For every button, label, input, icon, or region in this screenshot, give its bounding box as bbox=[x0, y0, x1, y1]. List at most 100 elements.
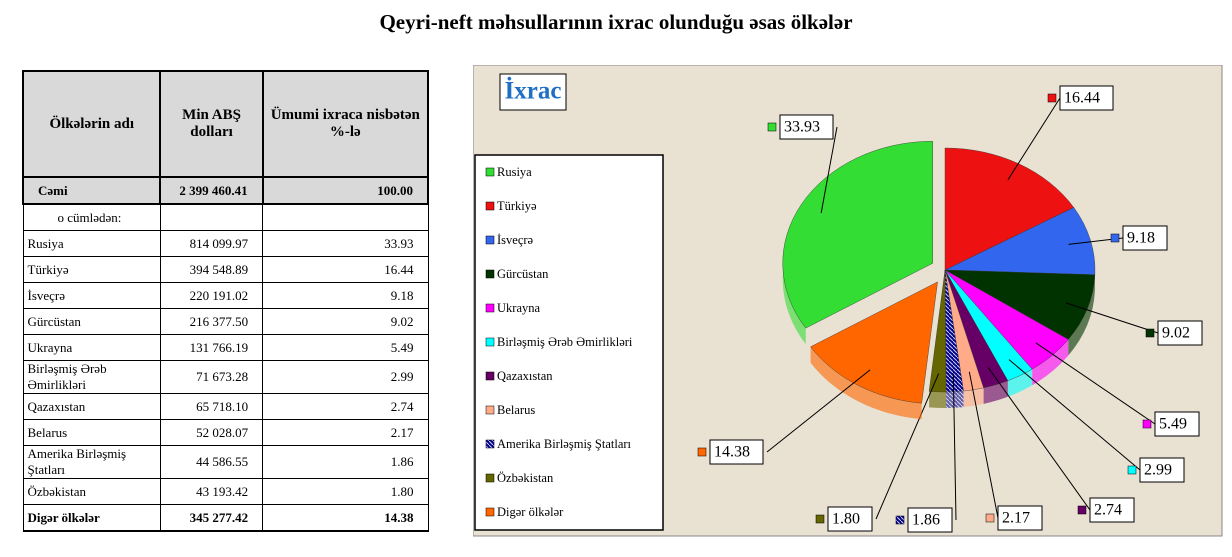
data-label: 9.18 bbox=[1127, 230, 1155, 247]
label-box bbox=[709, 439, 764, 465]
table-cell: 16.44 bbox=[262, 256, 429, 283]
table-header: Ölkələrin adı Min ABŞ dolları Ümumi ixraca… bbox=[21, 70, 430, 178]
slice-side bbox=[946, 391, 964, 408]
table-cell: 345 277.42 bbox=[159, 504, 264, 532]
legend bbox=[474, 154, 664, 531]
table-cell bbox=[262, 203, 429, 231]
pie-slice bbox=[782, 141, 933, 329]
pie-slice bbox=[928, 269, 947, 393]
table-cell: Özbəkistan bbox=[22, 478, 161, 505]
table-row: Belarus 52 028.07 2.17 bbox=[22, 419, 429, 446]
label-box bbox=[1139, 457, 1185, 483]
table-row: Türkiyə 394 548.89 16.44 bbox=[22, 256, 429, 283]
legend-label: Ukrayna bbox=[497, 301, 540, 315]
legend-label: Digər ölkələr bbox=[497, 505, 564, 519]
leader-line bbox=[820, 126, 838, 214]
table-cell: 65 718.10 bbox=[159, 393, 264, 420]
table-cell: 2 399 460.41 bbox=[159, 176, 264, 205]
leader-line bbox=[875, 373, 940, 520]
table-cell: Gürcüstan bbox=[22, 308, 161, 335]
leader-line bbox=[766, 369, 871, 453]
legend-label: Türkiyə bbox=[497, 199, 537, 213]
table-cell: 71 673.28 bbox=[159, 360, 264, 394]
table-cell: Birləşmiş Ərəb Əmirlikləri bbox=[22, 360, 161, 394]
legend-swatch bbox=[485, 201, 495, 211]
data-label: 14.38 bbox=[714, 444, 750, 461]
pie-slice bbox=[944, 269, 1096, 340]
label-swatch bbox=[1142, 419, 1152, 429]
table-cell: 2.74 bbox=[262, 393, 429, 420]
table-row: Birləşmiş Ərəb Əmirlikləri 71 673.28 2.99 bbox=[22, 360, 429, 394]
pie-slice bbox=[944, 147, 1075, 271]
label-box bbox=[1089, 497, 1135, 523]
table-cell bbox=[159, 203, 264, 231]
table-row: Özbəkistan 43 193.42 1.80 bbox=[22, 478, 429, 505]
label-box bbox=[907, 507, 953, 533]
table-cell: 44 586.55 bbox=[159, 445, 264, 479]
table-cell: Amerika Birləşmiş Ştatları bbox=[22, 445, 161, 479]
table-cell: 1.80 bbox=[262, 478, 429, 505]
leader-line bbox=[1035, 342, 1156, 425]
data-label: 33.93 bbox=[784, 119, 820, 136]
table-row: o cümlədən: bbox=[22, 203, 429, 231]
label-swatch bbox=[985, 513, 995, 523]
data-label: 1.86 bbox=[912, 512, 940, 529]
table-cell: 216 377.50 bbox=[159, 308, 264, 335]
table-cell: 220 191.02 bbox=[159, 282, 264, 309]
legend-label: Gürcüstan bbox=[497, 267, 549, 281]
table-cell: 33.93 bbox=[262, 230, 429, 257]
column-header: Ölkələrin adı bbox=[21, 70, 162, 178]
legend-swatch bbox=[485, 507, 495, 517]
label-swatch bbox=[1077, 505, 1087, 515]
legend-label: Amerika Birləşmiş Ştatları bbox=[497, 437, 632, 451]
label-swatch bbox=[1047, 93, 1057, 103]
table-cell: 814 099.97 bbox=[159, 230, 264, 257]
label-swatch bbox=[1145, 328, 1155, 338]
label-box bbox=[997, 505, 1043, 531]
label-box bbox=[1059, 85, 1114, 111]
data-label: 16.44 bbox=[1064, 90, 1100, 107]
label-swatch bbox=[697, 447, 707, 457]
table-cell: 5.49 bbox=[262, 334, 429, 361]
label-box bbox=[1154, 411, 1200, 437]
table-cell: 2.17 bbox=[262, 419, 429, 446]
legend-swatch bbox=[485, 337, 495, 347]
label-swatch bbox=[1127, 465, 1137, 475]
label-swatch bbox=[767, 122, 777, 132]
table-cell: Belarus bbox=[22, 419, 161, 446]
data-table: Ölkələrin adı Min ABŞ dolları Ümumi ixraca… bbox=[21, 70, 430, 532]
legend-swatch bbox=[485, 473, 495, 483]
table-cell: Digər ölkələr bbox=[22, 504, 161, 532]
column-header: Ümumi ixraca nisbətən %-lə bbox=[261, 70, 430, 178]
leader-line bbox=[987, 367, 1091, 511]
legend-label: Rusiya bbox=[497, 165, 532, 179]
table-cell: 9.02 bbox=[262, 308, 429, 335]
table-cell: 1.86 bbox=[262, 445, 429, 479]
table-cell: Rusiya bbox=[22, 230, 161, 257]
data-label: 2.74 bbox=[1094, 502, 1122, 519]
legend-label: Birləşmiş Ərəb Əmirlikləri bbox=[497, 335, 633, 349]
label-swatch bbox=[815, 514, 825, 524]
leader-line bbox=[1008, 359, 1141, 471]
chart-title: İxrac bbox=[505, 77, 562, 105]
label-box bbox=[779, 114, 834, 140]
data-label: 5.49 bbox=[1159, 416, 1187, 433]
leader-line bbox=[1065, 302, 1159, 334]
legend-swatch bbox=[485, 303, 495, 313]
table-row: Rusiya 814 099.97 33.93 bbox=[22, 230, 429, 257]
legend-swatch bbox=[485, 269, 495, 279]
data-label: 2.99 bbox=[1144, 462, 1172, 479]
label-swatch bbox=[895, 515, 905, 525]
slice-side bbox=[1032, 339, 1069, 386]
slice-side bbox=[963, 387, 984, 408]
pie-slice bbox=[810, 281, 938, 404]
table-cell: o cümlədən: bbox=[22, 203, 161, 231]
data-label: 2.17 bbox=[1002, 510, 1030, 527]
page-title: Qeyri-neft məhsullarının ixrac olunduğu … bbox=[379, 10, 853, 34]
table-cell: 131 766.19 bbox=[159, 334, 264, 361]
table-cell: Cəmi bbox=[21, 176, 162, 205]
leader-line bbox=[952, 373, 957, 521]
legend-swatch bbox=[485, 167, 495, 177]
table-row: Qazaxıstan 65 718.10 2.74 bbox=[22, 393, 429, 420]
